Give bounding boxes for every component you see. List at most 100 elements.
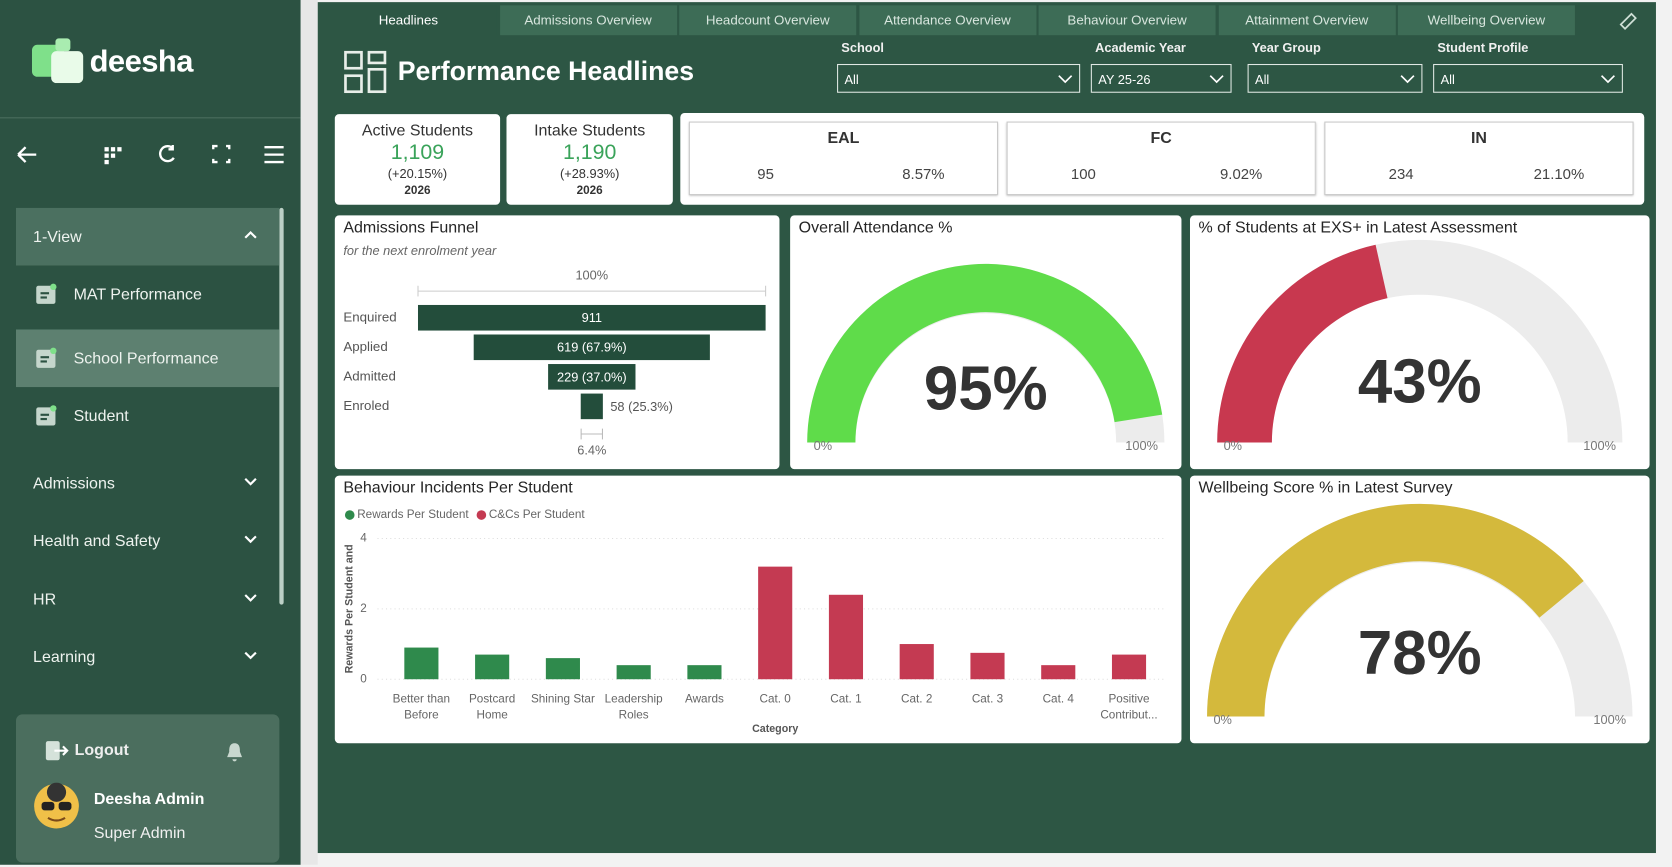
funnel-bar xyxy=(580,393,603,420)
filter-label: Academic Year xyxy=(1095,40,1186,56)
x-tick-label: Leadership Roles xyxy=(604,693,663,722)
chart-panel: 0 2 4 Rewards Per Student C&Cs Per Student Ca… xyxy=(334,475,1182,744)
page-title: Performance Headlines xyxy=(397,56,695,87)
nav-group[interactable]: Health and Safety xyxy=(16,512,279,570)
page-icon xyxy=(36,283,57,304)
bar xyxy=(1041,665,1076,680)
legend-label: Rewards Per Student xyxy=(357,508,469,521)
nav-item[interactable]: MAT Performance xyxy=(16,266,279,324)
group-label: FC xyxy=(1150,129,1172,148)
chevron-path xyxy=(1209,75,1224,84)
funnel-bottom-label: 6.4% xyxy=(577,442,606,457)
divider xyxy=(0,117,301,119)
chart-panel: 78% 0% 100% Wellbeing Score % in Latest Sur… xyxy=(1189,475,1650,744)
nav-group[interactable]: HR xyxy=(16,570,279,628)
kpi-card: Intake Students 1,190 (+28.93%) 2026 xyxy=(506,114,673,205)
filter-value: All xyxy=(844,72,859,88)
nav-group[interactable]: 1-View xyxy=(15,207,280,266)
nav-label: Admissions xyxy=(33,473,115,493)
group-card: EAL 95 8.57% xyxy=(688,121,999,196)
chart: 95% 0% 100% xyxy=(807,263,1165,453)
y-tick-label: 2 xyxy=(360,602,367,615)
y-tick-label: 4 xyxy=(360,532,367,545)
filter-label: Year Group xyxy=(1251,40,1321,56)
group-label: IN xyxy=(1470,129,1487,148)
filter-label: School xyxy=(841,40,884,56)
chevron xyxy=(244,478,257,486)
tab[interactable]: Attendance Overview xyxy=(858,5,1036,36)
chart-title: Wellbeing Score % in Latest Survey xyxy=(1198,478,1453,497)
funnel-category: Admitted xyxy=(343,368,396,383)
funnel-value-label: 619 (67.9%) xyxy=(557,340,627,355)
group-label: EAL xyxy=(827,129,860,148)
bar xyxy=(758,566,793,680)
nav-label: 1-View xyxy=(33,227,82,246)
kpi-label: Active Students xyxy=(361,121,474,140)
chevron xyxy=(244,230,257,239)
funnel-value-label: 58 (25.3%) xyxy=(610,399,673,414)
funnel-category: Enroled xyxy=(343,398,389,413)
user-box: Logout Deesha Admin Super Admin xyxy=(15,714,280,863)
nav-group[interactable]: Learning xyxy=(16,628,279,686)
logout[interactable]: Logout xyxy=(74,741,129,760)
user-role: Super Admin xyxy=(93,824,186,843)
gutter xyxy=(300,0,318,865)
funnel-bottom-bracket xyxy=(580,428,603,440)
chevron-path xyxy=(1600,75,1615,84)
bar xyxy=(404,647,439,680)
page-icon xyxy=(36,405,57,426)
group-count: 234 xyxy=(1388,165,1414,183)
kpi-value: 1,109 xyxy=(390,140,445,165)
group-card: IN 234 21.10% xyxy=(1324,121,1634,196)
nav-item[interactable]: Student xyxy=(16,387,279,445)
tab[interactable]: Admissions Overview xyxy=(499,5,677,36)
chevron xyxy=(1058,75,1073,84)
chevron xyxy=(1600,75,1615,84)
filter-dropdown[interactable]: All xyxy=(1433,63,1623,93)
y-tick-label: 0 xyxy=(360,672,367,685)
kpi-card: Active Students 1,109 (+20.15%) 2026 xyxy=(334,114,501,205)
kpi-year: 2026 xyxy=(576,184,603,198)
group-count: 100 xyxy=(1070,165,1096,183)
logout-icon xyxy=(45,741,69,761)
sidebar: deesha 1-View MAT Performance School Per… xyxy=(0,0,301,865)
filter-dropdown[interactable]: AY 25-26 xyxy=(1090,63,1232,93)
filter-value: All xyxy=(1255,72,1270,88)
gauge-value-label: 43% xyxy=(1358,348,1482,417)
filter-dropdown[interactable]: All xyxy=(1247,63,1423,93)
tab[interactable]: Behaviour Overview xyxy=(1038,5,1216,36)
funnel-category: Enquired xyxy=(343,309,396,324)
toolbar-icons[interactable] xyxy=(17,144,284,165)
nav-item-active[interactable]: School Performance xyxy=(15,329,280,388)
tab[interactable]: Headcount Overview xyxy=(679,5,857,36)
chart-title: % of Students at EXS+ in Latest Assessme… xyxy=(1198,218,1518,237)
x-tick-label: Postcard Home xyxy=(468,693,516,722)
x-tick-label: Cat. 0 xyxy=(759,693,791,706)
kpi-year: 2026 xyxy=(404,184,431,198)
x-tick-label: Shining Star xyxy=(530,693,595,706)
filter-value: AY 25-26 xyxy=(1098,72,1151,88)
nav-group[interactable]: Admissions xyxy=(16,454,279,512)
tab[interactable]: Wellbeing Overview xyxy=(1397,5,1575,36)
gauge-value xyxy=(807,263,1163,443)
scrollbar[interactable] xyxy=(279,207,284,605)
bar xyxy=(970,652,1005,680)
funnel-bar xyxy=(417,304,766,331)
group-percent: 8.57% xyxy=(902,165,945,183)
funnel-value-label: 911 xyxy=(582,310,602,325)
filter-value: All xyxy=(1440,72,1455,88)
filter-dropdown[interactable]: All xyxy=(837,63,1081,93)
bell-icon[interactable] xyxy=(225,741,244,762)
x-tick-label: Better than Before xyxy=(392,693,451,722)
tab[interactable]: Attainment Overview xyxy=(1218,5,1396,36)
bar xyxy=(475,654,510,680)
user-name: Deesha Admin xyxy=(93,790,205,809)
kpi-label: Intake Students xyxy=(534,121,646,140)
group-percent: 21.10% xyxy=(1533,165,1585,183)
funnel-bar xyxy=(473,334,710,361)
edit-icon[interactable] xyxy=(1617,10,1640,33)
chevron xyxy=(1400,75,1415,84)
bar xyxy=(545,658,580,680)
tab[interactable]: Headlines xyxy=(319,5,497,36)
